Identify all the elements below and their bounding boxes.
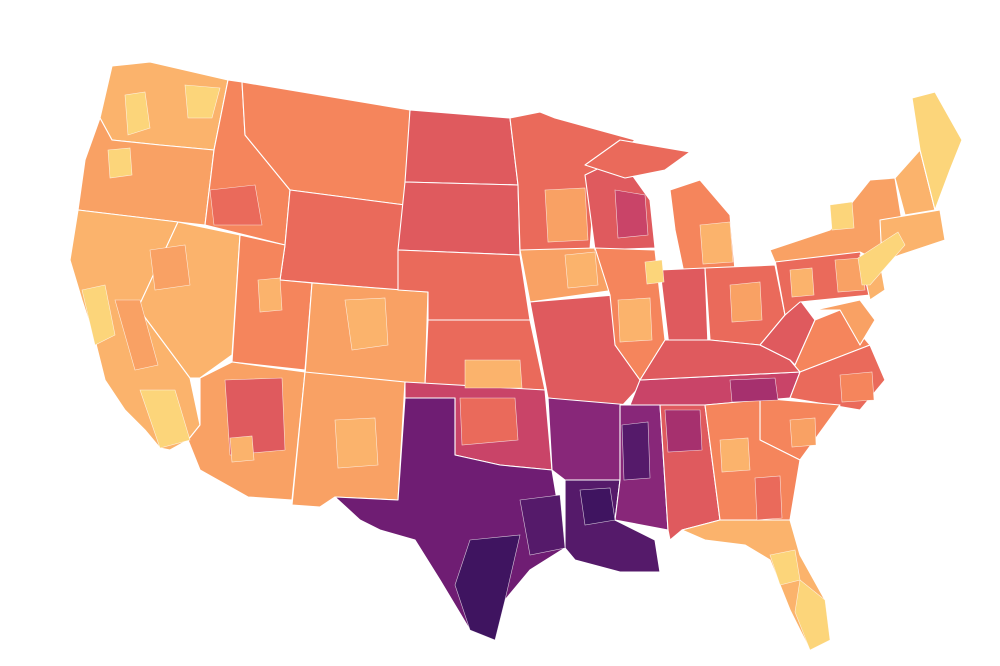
subregion-nevada-north [149, 244, 191, 291]
subregion-southern-california [139, 389, 191, 449]
subregion-illinois-central [617, 297, 653, 343]
subregion-oklahoma-west [459, 397, 519, 446]
subregion-albuquerque [334, 417, 379, 469]
subregion-iowa-east [564, 251, 599, 289]
subregion-bay-area [81, 284, 116, 346]
subregion-florida-central [769, 549, 801, 586]
subregion-ohio-central [729, 281, 763, 323]
subregion-north-carolina-east [839, 371, 875, 403]
subregion-northeast-corridor [857, 231, 906, 286]
subregion-houston [519, 494, 566, 556]
subregion-tennessee-east [729, 377, 779, 403]
subregion-pennsylvania-east [834, 257, 866, 293]
subregion-minnesota-metro [544, 187, 589, 243]
subregion-phoenix [229, 435, 255, 463]
region-michigan-upper [584, 139, 691, 179]
subregion-chicago [644, 259, 665, 285]
subregion-upstate-new-york [829, 201, 855, 231]
subregion-alabama-north [664, 409, 703, 453]
subregion-atlanta [719, 437, 751, 473]
subregion-texas-south [454, 534, 521, 641]
subregion-idaho-east [209, 184, 263, 226]
region-maryland-delaware [814, 299, 876, 346]
subregion-new-mexico-central [224, 377, 286, 456]
subregion-mississippi-delta [621, 421, 651, 481]
region-maine [911, 91, 963, 211]
subregion-central-valley [114, 299, 159, 371]
subregion-florida-south [794, 579, 831, 651]
subregion-kansas-west [464, 359, 523, 389]
subregion-utah-wasatch [257, 277, 283, 313]
subregion-washington-central [184, 84, 221, 119]
subregion-denver [344, 297, 389, 351]
subregion-pittsburgh [789, 267, 815, 298]
subregion-south-carolina-coast [789, 417, 817, 448]
subregion-seattle [124, 91, 151, 136]
region-wyoming [279, 189, 406, 291]
subregion-detroit [699, 221, 734, 265]
subregion-georgia-south [754, 475, 783, 521]
subregion-louisiana-south [579, 487, 616, 526]
subregion-portland [107, 147, 133, 179]
region-arkansas [547, 397, 631, 481]
region-north-dakota [404, 109, 519, 186]
subregion-wisconsin-east [614, 189, 649, 239]
region-south-dakota [397, 181, 521, 256]
